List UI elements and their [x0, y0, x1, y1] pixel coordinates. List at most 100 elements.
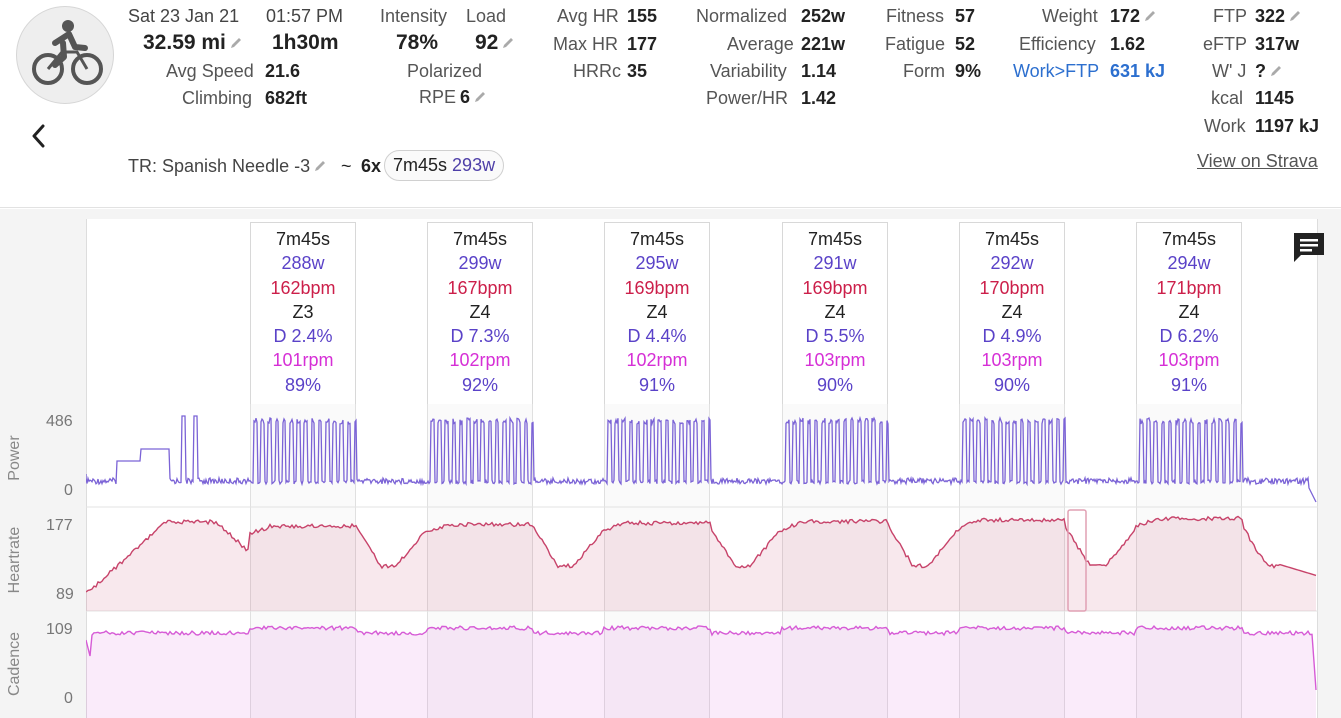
polarized-label: Polarized [407, 61, 483, 81]
avg-speed-label: Avg Speed [166, 61, 254, 81]
rpe-label: RPE [419, 87, 457, 107]
interval-zone: Z4 [1178, 301, 1200, 322]
interval-efficiency: 90% [993, 374, 1031, 395]
form-value: 9% [955, 61, 982, 81]
w-prime-label: W' J [1212, 61, 1247, 81]
interval-cadence: 102rpm [626, 350, 688, 371]
max-hr-label: Max HR [553, 34, 619, 54]
interval-band [250, 404, 356, 718]
interval-power: 295w [635, 253, 679, 274]
form-label: Form [903, 61, 945, 81]
kcal-label: kcal [1211, 88, 1244, 108]
efficiency-label: Efficiency [1019, 34, 1096, 54]
interval-heartrate: 169bpm [624, 277, 690, 298]
cyclist-icon [32, 20, 103, 85]
activity-date: Sat 23 Jan 21 [128, 6, 240, 26]
work-ftp-label[interactable]: Work>FTP [1013, 61, 1100, 81]
interval-heartrate: 162bpm [270, 277, 336, 298]
w-prime-value[interactable]: ? [1255, 61, 1283, 82]
weight-value[interactable]: 172 [1110, 6, 1157, 27]
cadence-axis-min: 0 [64, 690, 73, 707]
activity-time: 01:57 PM [266, 6, 344, 26]
climbing-label: Climbing [182, 88, 253, 108]
ftp-value[interactable]: 322 [1255, 6, 1302, 27]
interval-decoupling: D 4.9% [982, 326, 1042, 347]
pill-power: 293w [452, 155, 496, 175]
rpe-value[interactable]: 6 [460, 87, 487, 108]
interval-decoupling: D 5.5% [805, 326, 865, 347]
heartrate-area [86, 516, 1316, 611]
heartrate-axis-max: 177 [46, 517, 73, 534]
interval-card-4[interactable]: 7m45s 291w 169bpm Z4 D 5.5% 103rpm 90% [782, 222, 888, 404]
edit-pencil-icon[interactable] [501, 36, 515, 50]
interval-card-6[interactable]: 7m45s 294w 171bpm Z4 D 6.2% 103rpm 91% [1136, 222, 1242, 404]
edit-pencil-icon[interactable] [1269, 64, 1283, 78]
edit-pencil-icon[interactable] [1143, 9, 1157, 23]
avg-hr-label: Avg HR [557, 6, 619, 26]
back-chevron-icon[interactable] [26, 120, 52, 152]
cycling-avatar [16, 6, 114, 104]
distance-value[interactable]: 32.59 mi [143, 31, 243, 55]
power-axis-min: 0 [64, 482, 73, 499]
intensity-value: 78% [396, 31, 439, 54]
interval-power: 291w [813, 253, 857, 274]
normalized-label: Normalized [696, 6, 788, 26]
interval-duration: 7m45s [984, 229, 1040, 249]
view-on-strava-link[interactable]: View on Strava [1197, 151, 1318, 171]
activity-traces[interactable] [86, 404, 1318, 718]
weight-label: Weight [1042, 6, 1098, 26]
interval-duration: 7m45s [1161, 229, 1217, 249]
interval-card-1[interactable]: 7m45s 288w 162bpm Z3 D 2.4% 101rpm 89% [250, 222, 356, 404]
interval-decoupling: D 6.2% [1159, 326, 1219, 347]
interval-efficiency: 89% [284, 374, 322, 395]
edit-pencil-icon[interactable] [1288, 9, 1302, 23]
interval-power: 299w [458, 253, 502, 274]
interval-power: 294w [1167, 253, 1211, 274]
edit-pencil-icon[interactable] [313, 159, 327, 173]
edit-pencil-icon[interactable] [229, 36, 243, 50]
work-ftp-value[interactable]: 631 kJ [1110, 61, 1166, 81]
edit-pencil-icon[interactable] [473, 90, 487, 104]
interval-card-5[interactable]: 7m45s 292w 170bpm Z4 D 4.9% 103rpm 90% [959, 222, 1065, 404]
interval-decoupling: D 7.3% [450, 326, 510, 347]
interval-card-3[interactable]: 7m45s 295w 169bpm Z4 D 4.4% 102rpm 91% [604, 222, 710, 404]
fitness-label: Fitness [886, 6, 945, 26]
fitness-value: 57 [955, 6, 976, 26]
interval-efficiency: 92% [461, 374, 499, 395]
interval-summary-pill[interactable]: 7m45s 293w [384, 150, 505, 181]
hrrc-label: HRRc [573, 61, 621, 81]
interval-card-2[interactable]: 7m45s 299w 167bpm Z4 D 7.3% 102rpm 92% [427, 222, 533, 404]
cadence-axis-max: 109 [46, 621, 73, 638]
power-line [86, 415, 1317, 503]
variability-label: Variability [710, 61, 787, 81]
interval-cadence: 103rpm [981, 350, 1043, 371]
interval-duration: 7m45s [629, 229, 685, 249]
heartrate-axis-min: 89 [56, 586, 74, 603]
interval-efficiency: 90% [816, 374, 854, 395]
average-value: 221w [801, 34, 846, 54]
comment-icon[interactable] [1291, 229, 1327, 265]
workout-name[interactable]: TR: Spanish Needle -3 [128, 156, 327, 177]
interval-band [604, 404, 710, 718]
eftp-value: 317w [1255, 34, 1300, 54]
ftp-label: FTP [1213, 6, 1247, 26]
interval-duration: 7m45s [807, 229, 863, 249]
kcal-value: 1145 [1255, 88, 1295, 108]
interval-cadence: 101rpm [272, 350, 334, 371]
interval-power: 292w [990, 253, 1034, 274]
efficiency-value: 1.62 [1110, 34, 1146, 54]
interval-duration: 7m45s [275, 229, 331, 249]
normalized-value: 252w [801, 6, 846, 26]
interval-heartrate: 170bpm [979, 277, 1045, 298]
hr-selection-marker[interactable] [1067, 509, 1087, 612]
power-axis-max: 486 [46, 413, 73, 430]
average-label: Average [727, 34, 794, 54]
interval-heartrate: 169bpm [802, 277, 868, 298]
interval-decoupling: D 4.4% [627, 326, 687, 347]
variability-value: 1.14 [801, 61, 837, 81]
interval-efficiency: 91% [638, 374, 676, 395]
fatigue-label: Fatigue [885, 34, 946, 54]
power-hr-value: 1.42 [801, 88, 837, 108]
load-value[interactable]: 92 [475, 31, 515, 55]
interval-zone: Z4 [824, 301, 846, 322]
